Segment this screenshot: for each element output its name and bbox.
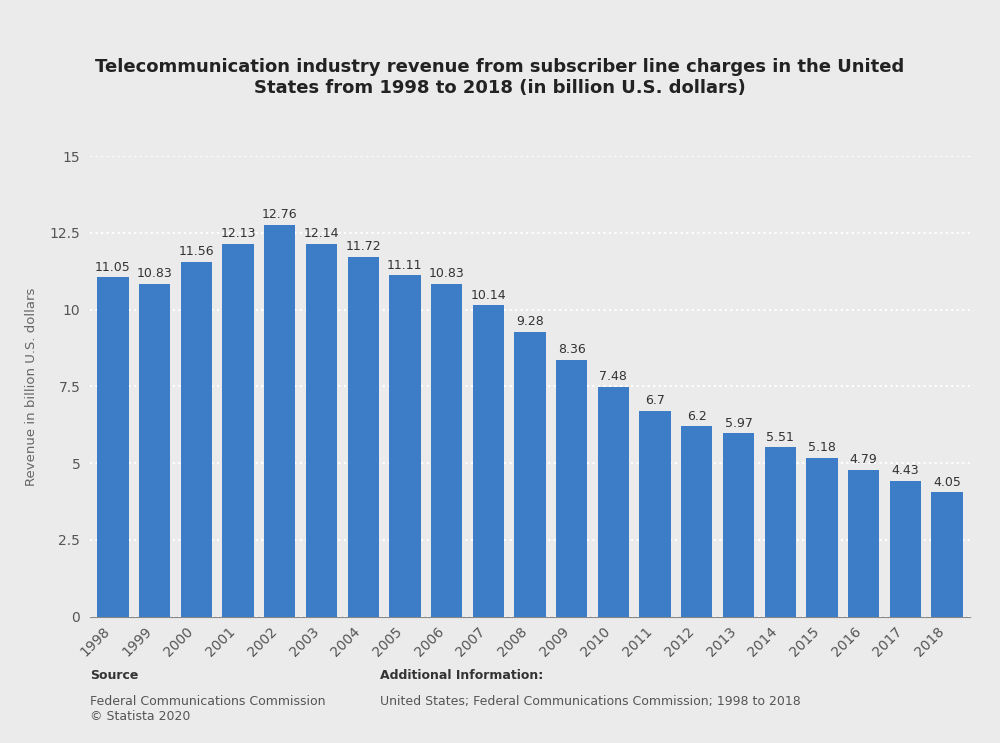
Text: 12.76: 12.76 [262, 208, 298, 221]
Bar [848, 470, 879, 617]
Text: 6.7: 6.7 [645, 395, 665, 407]
Text: 4.05: 4.05 [933, 476, 961, 489]
Text: 11.56: 11.56 [179, 245, 214, 258]
Text: Federal Communications Commission
© Statista 2020: Federal Communications Commission © Stat… [90, 695, 326, 723]
Text: 11.05: 11.05 [95, 261, 131, 273]
Bar [598, 387, 629, 617]
Text: 8.36: 8.36 [558, 343, 586, 356]
Text: 6.2: 6.2 [687, 409, 707, 423]
Bar [681, 426, 712, 617]
Bar [723, 433, 754, 617]
Text: 5.18: 5.18 [808, 441, 836, 454]
Text: 4.43: 4.43 [892, 464, 919, 477]
Bar [97, 277, 129, 617]
Text: 12.13: 12.13 [220, 227, 256, 241]
Bar [765, 447, 796, 617]
Text: 5.97: 5.97 [725, 417, 752, 429]
Bar [639, 411, 671, 617]
Bar [806, 458, 838, 617]
Text: United States; Federal Communications Commission; 1998 to 2018: United States; Federal Communications Co… [380, 695, 801, 707]
Bar [348, 257, 379, 617]
Bar [431, 284, 462, 617]
Bar [473, 305, 504, 617]
Text: 10.83: 10.83 [137, 267, 173, 280]
Bar [306, 244, 337, 617]
Bar [222, 244, 254, 617]
Text: 9.28: 9.28 [516, 315, 544, 328]
Text: Source: Source [90, 669, 138, 681]
Bar [890, 481, 921, 617]
Bar [389, 276, 421, 617]
Text: 11.72: 11.72 [345, 240, 381, 253]
Bar [181, 262, 212, 617]
Bar [514, 331, 546, 617]
Text: 7.48: 7.48 [599, 370, 627, 383]
Text: 12.14: 12.14 [304, 227, 339, 240]
Text: 10.83: 10.83 [429, 267, 464, 280]
Bar [556, 360, 587, 617]
Y-axis label: Revenue in billion U.S. dollars: Revenue in billion U.S. dollars [25, 288, 38, 485]
Bar [139, 284, 170, 617]
Text: 10.14: 10.14 [470, 288, 506, 302]
Bar [931, 493, 963, 617]
Text: Additional Information:: Additional Information: [380, 669, 543, 681]
Text: Telecommunication industry revenue from subscriber line charges in the United
St: Telecommunication industry revenue from … [95, 58, 905, 97]
Text: 4.79: 4.79 [850, 453, 878, 466]
Text: 11.11: 11.11 [387, 259, 423, 272]
Text: 5.51: 5.51 [766, 431, 794, 444]
Bar [264, 225, 295, 617]
